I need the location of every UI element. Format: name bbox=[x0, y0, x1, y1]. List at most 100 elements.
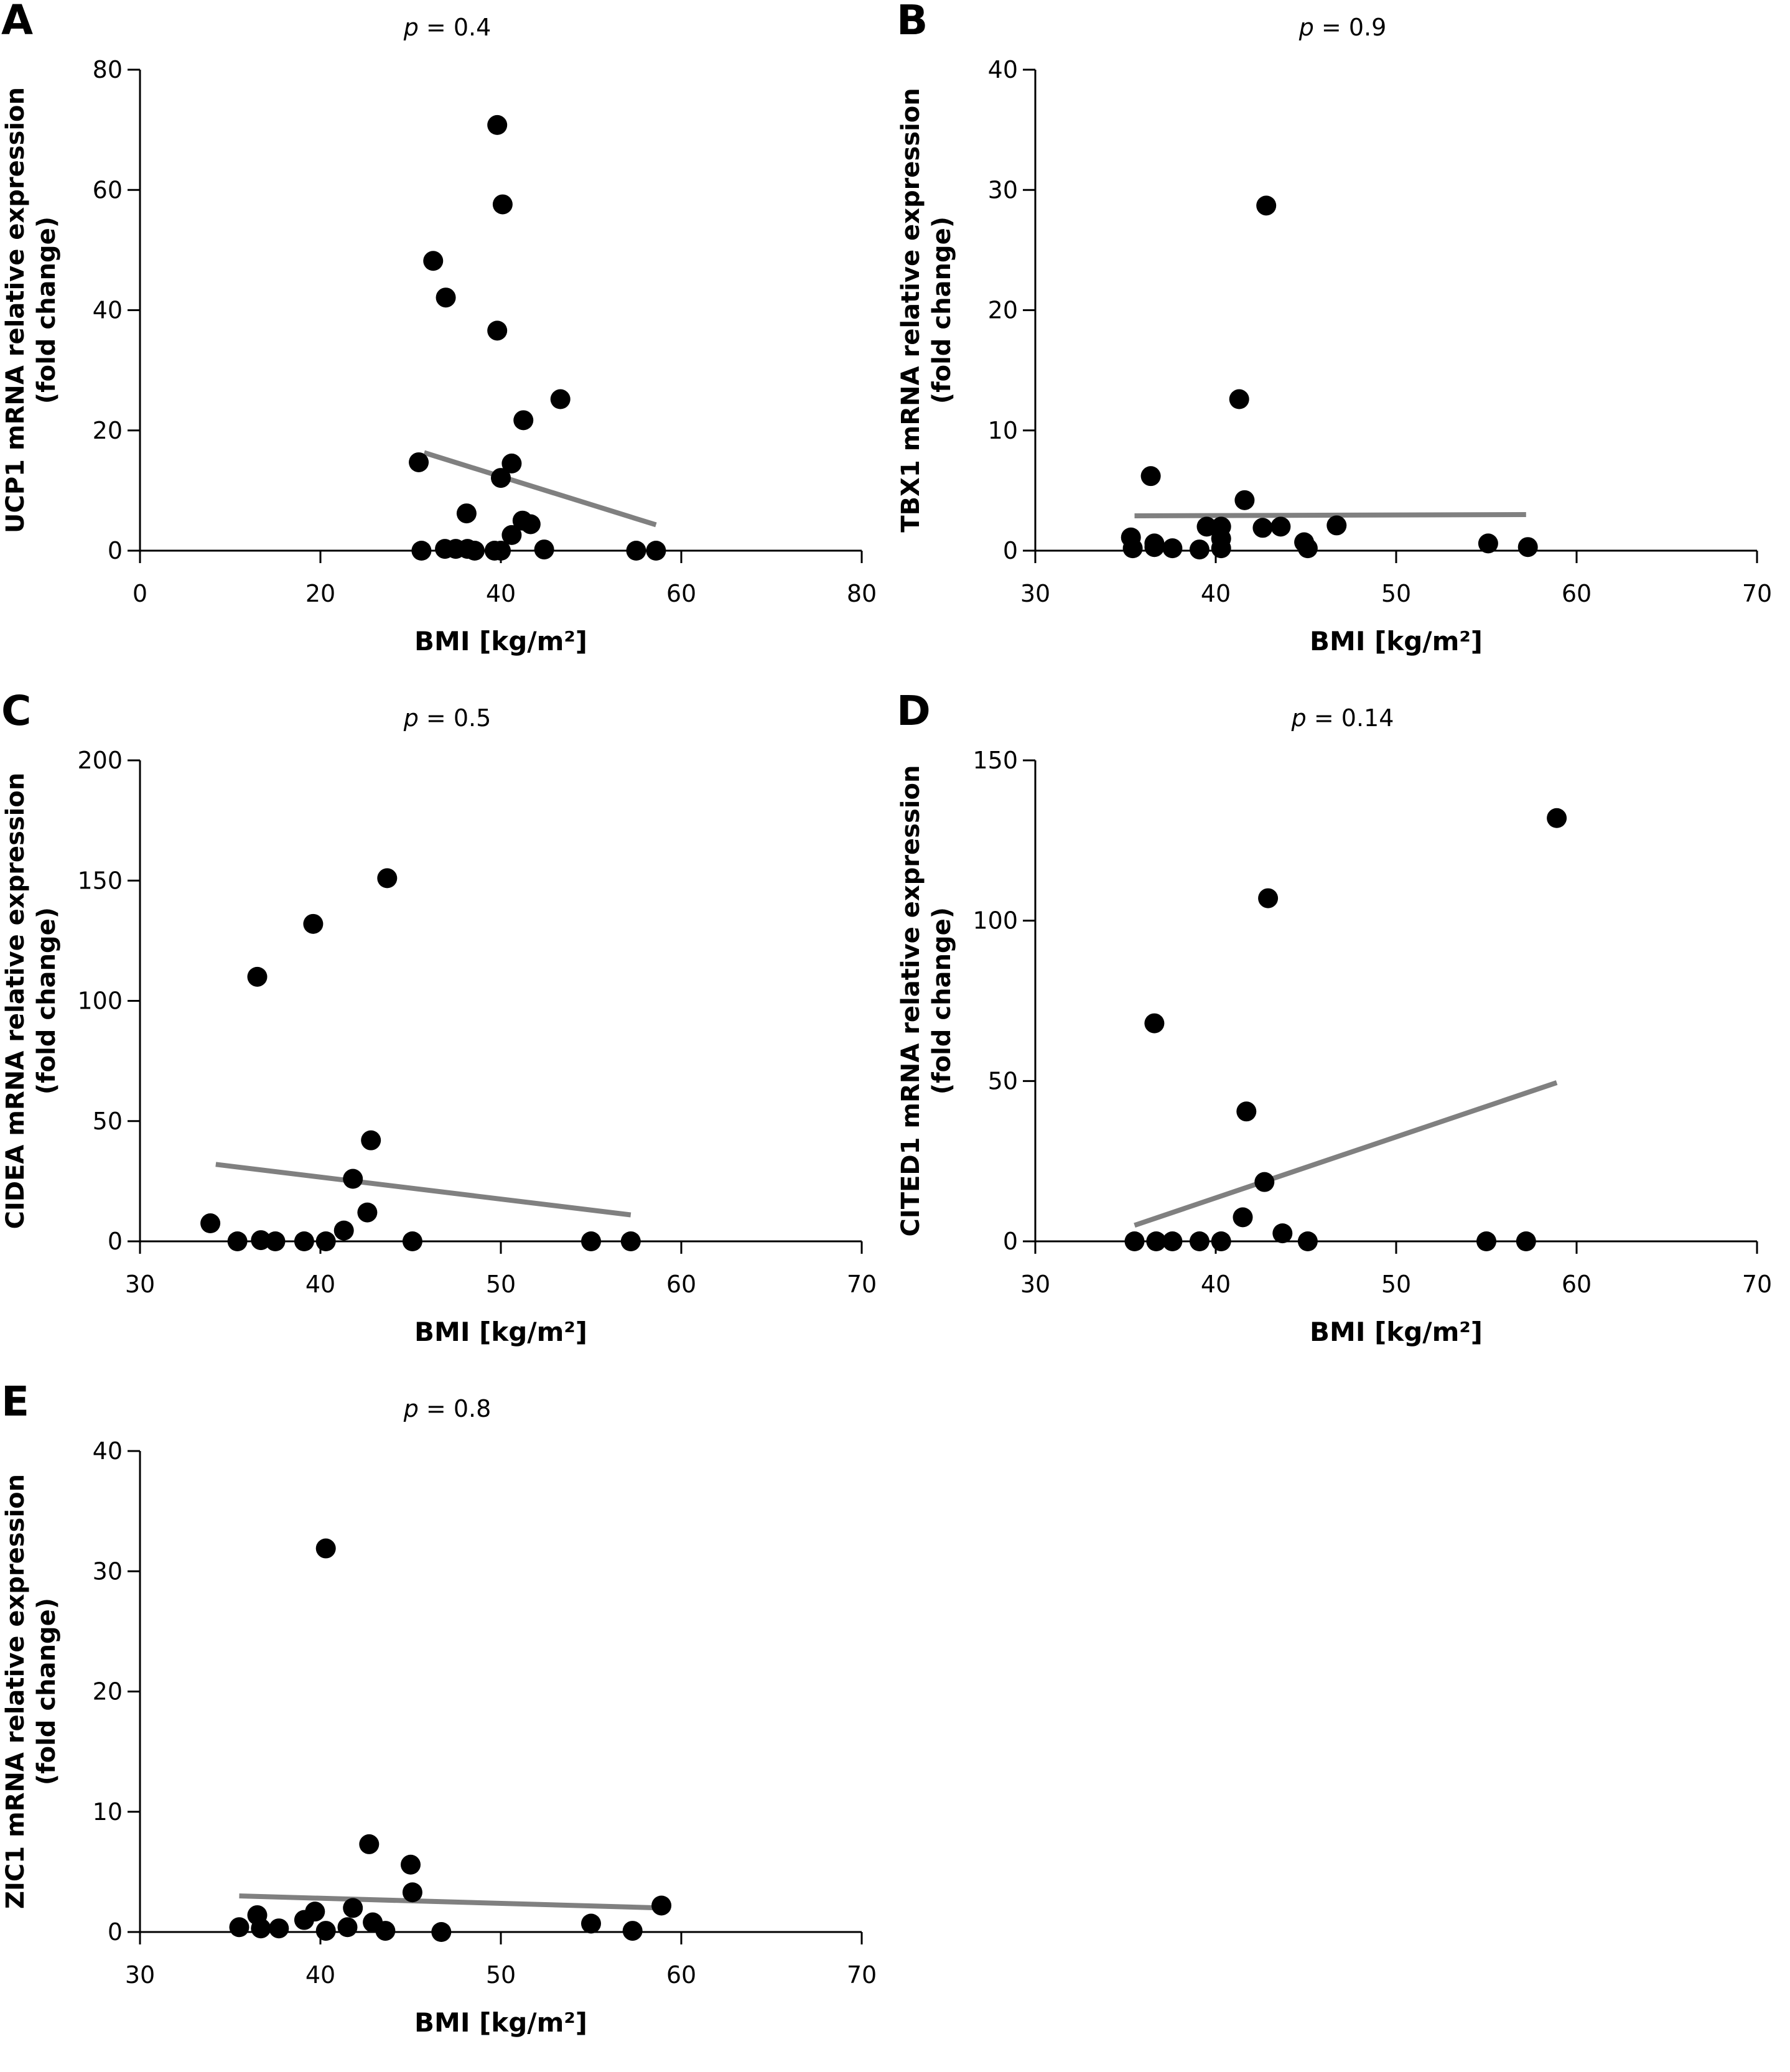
y-tick-label: 150 bbox=[972, 747, 1018, 774]
y-tick-label: 0 bbox=[108, 1228, 123, 1255]
y-axis-label: CITED1 mRNA relative expression bbox=[897, 765, 925, 1237]
x-tick-label: 50 bbox=[486, 1961, 516, 1989]
data-point bbox=[1517, 537, 1538, 558]
y-tick-label: 0 bbox=[108, 1918, 123, 1946]
data-point bbox=[333, 1220, 354, 1241]
x-axis-label: BMI [kg/m²] bbox=[1310, 626, 1483, 656]
data-point bbox=[651, 1895, 672, 1916]
x-tick-label: 60 bbox=[666, 1271, 696, 1298]
x-tick-label: 70 bbox=[847, 1961, 877, 1989]
y-axis-label-units: (fold change) bbox=[32, 907, 61, 1094]
data-point bbox=[1297, 538, 1318, 559]
data-point bbox=[513, 410, 534, 431]
p-value-title: p = 0.9 bbox=[895, 14, 1790, 41]
x-tick-label: 40 bbox=[305, 1961, 335, 1989]
data-point bbox=[487, 114, 508, 135]
data-point bbox=[491, 468, 511, 488]
data-point bbox=[1211, 1231, 1231, 1251]
y-tick-label: 50 bbox=[93, 1108, 123, 1135]
data-point bbox=[1140, 466, 1161, 487]
data-point bbox=[265, 1231, 286, 1251]
data-point bbox=[581, 1913, 601, 1934]
data-point bbox=[1252, 518, 1273, 538]
y-tick-label: 20 bbox=[93, 417, 123, 444]
p-value: = 0.8 bbox=[426, 1395, 492, 1422]
y-tick-label: 40 bbox=[988, 56, 1018, 83]
data-point bbox=[315, 1921, 336, 1941]
p-symbol: p bbox=[1298, 14, 1314, 41]
y-tick-label: 40 bbox=[93, 1437, 123, 1465]
x-tick-label: 40 bbox=[305, 1271, 335, 1298]
x-axis-label: BMI [kg/m²] bbox=[414, 626, 587, 656]
panel-zic1: E p = 0.8 0 10 20 30 40 30 40 50 60 70 BMI [kg/m²]… bbox=[0, 1378, 895, 2072]
x-tick-label: 30 bbox=[125, 1961, 155, 1989]
p-value: = 0.5 bbox=[426, 704, 492, 732]
y-axis-label-units: (fold change) bbox=[928, 217, 956, 404]
x-tick-label: 50 bbox=[1381, 1271, 1411, 1298]
data-point bbox=[581, 1231, 601, 1251]
y-axis-label: ZIC1 mRNA relative expression bbox=[1, 1474, 30, 1909]
data-point bbox=[1297, 1231, 1318, 1251]
data-point bbox=[357, 1202, 378, 1223]
data-point bbox=[487, 320, 508, 341]
y-tick-label: 30 bbox=[93, 1557, 123, 1585]
data-point bbox=[520, 514, 541, 534]
x-tick-label: 60 bbox=[1562, 1271, 1592, 1298]
data-point bbox=[620, 1231, 641, 1251]
data-point bbox=[1144, 1013, 1165, 1034]
data-point bbox=[534, 539, 554, 560]
data-point bbox=[431, 1922, 452, 1942]
panel-tbx1: B p = 0.9 0 10 20 30 40 30 40 50 60 70 BMI [kg/m²]… bbox=[895, 0, 1790, 691]
data-point bbox=[375, 1921, 396, 1941]
data-point bbox=[1144, 537, 1165, 558]
scatter-plot: 0 20 40 60 80 0 20 40 60 80 BMI [kg/m²] UCP1 mRNA r… bbox=[1, 56, 877, 656]
y-tick-label: 0 bbox=[1003, 537, 1018, 564]
y-tick-label: 40 bbox=[93, 297, 123, 324]
regression-line bbox=[215, 1162, 632, 1218]
data-point bbox=[411, 541, 432, 561]
panel-cidea: C p = 0.5 0 50 100 150 200 30 40 50 60 70 BMI [kg/… bbox=[0, 687, 895, 1381]
x-axis-label: BMI [kg/m²] bbox=[414, 1317, 587, 1347]
data-point bbox=[1256, 195, 1277, 216]
data-point bbox=[402, 1882, 422, 1903]
data-point bbox=[1211, 538, 1231, 559]
p-value: = 0.9 bbox=[1321, 14, 1387, 41]
y-axis-label: CIDEA mRNA relative expression bbox=[1, 773, 30, 1230]
p-symbol: p bbox=[403, 14, 419, 41]
y-axis-label: UCP1 mRNA relative expression bbox=[1, 87, 30, 533]
data-point bbox=[1162, 1231, 1183, 1251]
scatter-plot: 0 10 20 30 40 30 40 50 60 70 BMI [kg/m²] TBX1 mRNA … bbox=[897, 56, 1772, 656]
y-tick-label: 30 bbox=[988, 176, 1018, 203]
y-tick-label: 20 bbox=[988, 297, 1018, 324]
panel-letter: B bbox=[897, 0, 928, 44]
x-tick-label: 70 bbox=[847, 1271, 877, 1298]
x-tick-label: 60 bbox=[1562, 580, 1592, 607]
data-point bbox=[436, 287, 456, 308]
data-point bbox=[1124, 1231, 1145, 1251]
data-point bbox=[229, 1917, 249, 1938]
x-axis-label: BMI [kg/m²] bbox=[414, 2007, 587, 2038]
y-tick-label: 100 bbox=[77, 987, 123, 1015]
data-point bbox=[1236, 1101, 1257, 1122]
data-point bbox=[251, 1230, 271, 1251]
panel-letter: D bbox=[897, 687, 931, 735]
data-point bbox=[1196, 516, 1217, 537]
y-tick-label: 20 bbox=[93, 1678, 123, 1706]
y-tick-label: 0 bbox=[108, 537, 123, 564]
data-point bbox=[337, 1917, 358, 1938]
data-point bbox=[1326, 515, 1347, 536]
data-point bbox=[622, 1921, 643, 1941]
data-point bbox=[343, 1169, 363, 1189]
data-point bbox=[550, 389, 571, 409]
data-point bbox=[303, 913, 324, 934]
data-point bbox=[501, 453, 522, 474]
y-tick-label: 150 bbox=[77, 867, 123, 894]
data-point bbox=[423, 251, 444, 271]
p-symbol: p bbox=[403, 704, 419, 732]
x-axis-label: BMI [kg/m²] bbox=[1310, 1317, 1483, 1347]
x-tick-label: 70 bbox=[1742, 1271, 1772, 1298]
panel-ucp1: A p = 0.4 0 20 40 60 80 0 20 40 60 80 BMI [kg/m²] U… bbox=[0, 0, 895, 691]
y-axis-label: TBX1 mRNA relative expression bbox=[897, 88, 925, 532]
x-tick-label: 40 bbox=[1201, 580, 1231, 607]
data-point bbox=[1189, 539, 1210, 560]
